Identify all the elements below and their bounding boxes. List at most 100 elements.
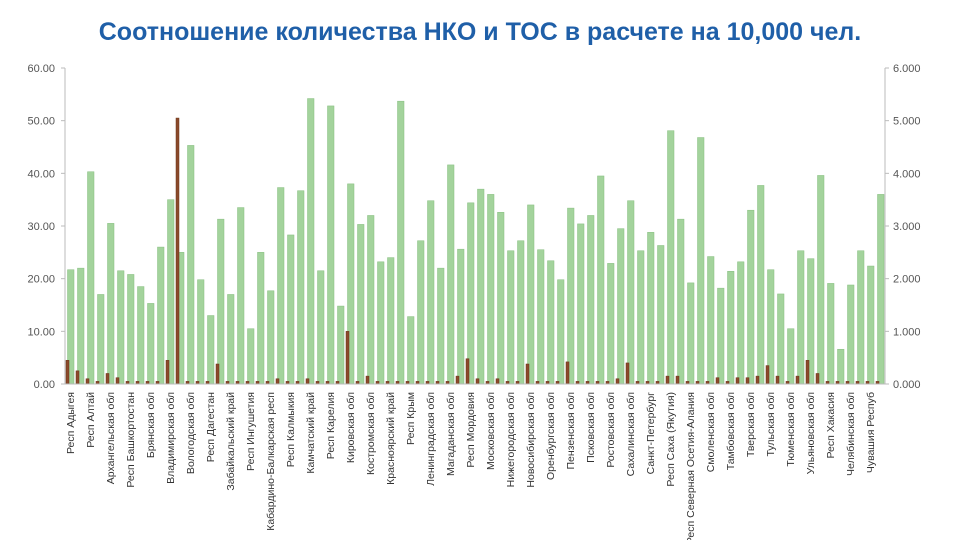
bar [667, 130, 675, 385]
bar [387, 257, 395, 385]
bar-y2 [175, 117, 180, 385]
bar [847, 284, 855, 385]
y-tick-label: 30.00 [27, 221, 55, 233]
y-tick-label: 10.00 [27, 326, 55, 338]
bar [457, 248, 465, 385]
x-tick-label: Тамбовская обл [725, 392, 737, 470]
bar [277, 187, 285, 385]
bar [567, 207, 575, 385]
bar-y2 [105, 373, 110, 385]
x-tick-label: Брянская обл [145, 392, 157, 458]
bar [297, 190, 305, 385]
x-tick-label: Ленинградская обл [425, 392, 437, 486]
y-tick-label: 20.00 [27, 274, 55, 286]
bar [87, 171, 95, 385]
x-tick-label: Вологодская обл [185, 392, 197, 474]
bar [627, 200, 635, 385]
x-tick-label: Московская обл [485, 392, 497, 470]
x-tick-label: Оренбургская обл [545, 392, 557, 480]
bar [317, 270, 325, 385]
x-tick-label: Красноярский край [385, 392, 397, 485]
bar [717, 287, 725, 385]
bar-y2 [805, 360, 810, 385]
bar [867, 265, 875, 385]
bar-y2 [465, 358, 470, 385]
bar-y2 [615, 378, 620, 385]
bar-y2 [75, 370, 80, 385]
bar [307, 98, 315, 385]
bar [827, 283, 835, 385]
x-tick-label: Тульская обл [765, 392, 777, 456]
x-tick-label: Тверская обл [745, 392, 757, 457]
x-tick-label: Ульяновская обл [805, 392, 817, 474]
x-tick-label: Сахалинская обл [625, 392, 637, 476]
bar-y2 [115, 377, 120, 385]
bar [187, 145, 195, 385]
bar-y2 [795, 375, 800, 385]
bar [797, 250, 805, 385]
x-tick-label: Респ Крым [405, 392, 417, 445]
bar [477, 188, 485, 385]
bar [637, 250, 645, 385]
bar-y2 [665, 375, 670, 385]
bar [617, 228, 625, 385]
bar [757, 185, 765, 385]
bar [337, 305, 345, 385]
bar [447, 164, 455, 385]
bar-y2 [755, 375, 760, 385]
y2-tick-label: 5.000 [893, 116, 921, 128]
bar-y2 [85, 378, 90, 385]
bar [327, 105, 335, 385]
y2-tick-label: 3.000 [893, 221, 921, 233]
bar [467, 202, 475, 385]
bar [697, 137, 705, 385]
bar [747, 209, 755, 385]
bar [367, 215, 375, 385]
bar [377, 261, 385, 385]
bar [267, 290, 275, 385]
x-tick-label: Кировская обл [345, 392, 357, 463]
x-tick-label: Респ Калмыкия [285, 392, 297, 467]
x-tick-label: Респ Саха (Якутия) [665, 392, 677, 487]
bar [597, 175, 605, 385]
x-tick-label: Санкт-Петербург [645, 392, 657, 475]
bar-y2 [525, 363, 530, 385]
y-tick-label: 0.00 [34, 379, 55, 391]
bar [117, 270, 125, 385]
bar [687, 282, 695, 385]
x-tick-label: Пензенская обл [565, 392, 577, 470]
bar [557, 279, 565, 385]
bar-y2 [215, 363, 220, 385]
bar [487, 194, 495, 385]
x-tick-label: Кабардино-Балкарская респ [265, 392, 277, 531]
bar [107, 223, 115, 385]
bar [657, 245, 665, 385]
y2-tick-label: 0.000 [893, 379, 921, 391]
bar [787, 328, 795, 385]
bar [577, 223, 585, 385]
y2-tick-label: 6.000 [893, 63, 921, 75]
x-tick-label: Респ Северная Осетия-Алания [685, 392, 697, 540]
bar [407, 316, 415, 385]
bar [677, 218, 685, 385]
bar [77, 267, 85, 385]
bar-y2 [475, 378, 480, 385]
bar-y2 [765, 365, 770, 385]
bar [587, 215, 595, 385]
bar [857, 250, 865, 385]
bar [97, 294, 105, 385]
bar [527, 204, 535, 385]
bar [397, 100, 405, 385]
bar [237, 207, 245, 385]
x-tick-label: Нижегородская обл [505, 392, 517, 487]
y-tick-label: 50.00 [27, 116, 55, 128]
x-tick-label: Архангельская обл [105, 392, 117, 484]
bar-y2 [775, 375, 780, 385]
bar [817, 175, 825, 385]
x-tick-label: Респ Адыгея [65, 392, 77, 454]
bar [647, 232, 655, 385]
bar [127, 274, 135, 385]
bar [167, 199, 175, 385]
bar-y2 [345, 331, 350, 385]
